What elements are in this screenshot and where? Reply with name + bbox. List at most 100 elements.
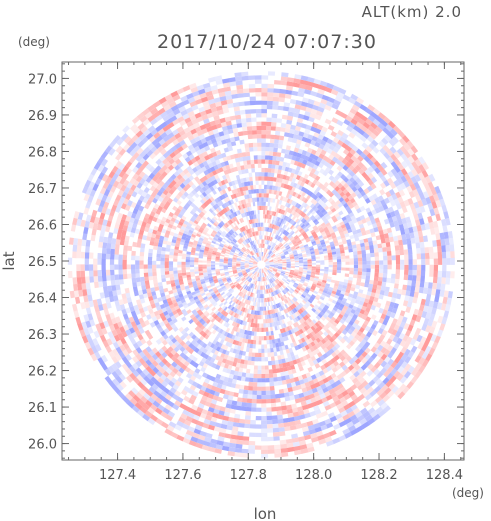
radar-cell	[296, 276, 302, 280]
radar-cell	[262, 256, 264, 261]
radar-cell	[244, 239, 248, 244]
radar-cell	[336, 235, 342, 241]
radar-cell	[207, 346, 213, 353]
radar-cell	[245, 258, 250, 261]
radar-cell	[295, 224, 300, 229]
radar-cell	[251, 256, 255, 260]
radar-cell	[246, 238, 250, 243]
radar-cell	[246, 257, 250, 260]
radar-cell	[323, 273, 328, 277]
radar-cell	[289, 253, 294, 256]
radar-cell	[311, 307, 317, 313]
radar-cell	[244, 265, 249, 266]
radar-cell	[191, 309, 197, 315]
radar-cell	[378, 277, 383, 282]
radar-cell	[387, 260, 392, 265]
radar-cell	[301, 231, 306, 235]
radar-cell	[256, 390, 262, 396]
radar-cell	[268, 189, 272, 194]
radar-cell	[265, 261, 270, 264]
radar-cell	[217, 277, 222, 281]
radar-cell	[232, 270, 238, 273]
radar-cell	[261, 247, 262, 252]
radar-cell	[246, 270, 251, 274]
radar-cell	[319, 228, 325, 234]
radar-cell	[309, 208, 314, 214]
radar-cell	[255, 253, 258, 258]
radar-cell	[198, 268, 203, 272]
radar-cell	[181, 215, 187, 221]
radar-cell	[253, 249, 256, 254]
radar-cell	[221, 208, 227, 214]
radar-cell	[264, 298, 267, 303]
radar-cell	[245, 267, 250, 270]
radar-cell	[207, 193, 212, 199]
radar-cell	[254, 310, 257, 315]
radar-cell	[195, 300, 201, 305]
radar-cell	[275, 272, 280, 276]
radar-cell	[347, 296, 353, 301]
radar-cell	[288, 275, 293, 279]
radar-cell	[267, 255, 271, 259]
radar-cell	[207, 271, 212, 275]
radar-cell	[258, 256, 261, 261]
radar-cell	[285, 287, 290, 291]
radar-cell	[262, 252, 264, 257]
radar-cell	[161, 278, 167, 283]
radar-cell	[408, 259, 413, 265]
radar-cell	[246, 202, 250, 208]
radar-cell	[264, 184, 268, 190]
radar-cell	[252, 270, 256, 274]
radar-cell	[282, 234, 286, 239]
radar-cell	[268, 335, 272, 340]
radar-cell	[356, 281, 361, 286]
radar-cell	[336, 259, 342, 263]
radar-cell	[235, 161, 241, 167]
radar-cell	[395, 255, 401, 261]
radar-cell	[345, 289, 351, 294]
radar-cell	[270, 223, 273, 229]
radar-cell	[229, 338, 234, 344]
radar-cell	[293, 254, 299, 257]
radar-cell	[284, 274, 289, 278]
radar-cell	[271, 254, 276, 258]
radar-cell	[270, 134, 276, 140]
radar-cell	[175, 284, 181, 289]
radar-cell	[253, 263, 258, 265]
radar-cell	[251, 168, 255, 173]
radar-cell	[261, 416, 267, 421]
radar-cell	[233, 272, 238, 275]
radar-cell	[273, 300, 276, 305]
radar-cell	[244, 194, 248, 200]
radar-cell	[277, 288, 282, 293]
radar-cell	[242, 272, 247, 276]
radar-cell	[210, 262, 216, 265]
radar-cell	[266, 254, 270, 258]
radar-cell	[267, 306, 270, 311]
radar-cell	[276, 312, 281, 317]
radar-cell	[254, 267, 258, 270]
radar-cell	[281, 229, 285, 234]
radar-cell	[227, 186, 232, 192]
radar-cell	[269, 214, 272, 220]
radar-cell	[276, 152, 282, 157]
radar-cell	[257, 201, 260, 206]
radar-cell	[239, 328, 243, 334]
radar-cell	[227, 246, 232, 250]
radar-cell	[275, 308, 279, 313]
radar-cell	[323, 271, 329, 275]
radar-cell	[187, 281, 193, 286]
radar-cell	[267, 255, 271, 259]
radar-cell	[168, 264, 174, 268]
radar-cell	[320, 294, 326, 299]
radar-cell	[261, 252, 263, 257]
radar-cell	[334, 294, 340, 299]
radar-cell	[195, 289, 200, 294]
radar-cell	[261, 348, 265, 353]
radar-cell	[184, 285, 190, 290]
radar-cell	[276, 271, 281, 274]
radar-cell	[269, 381, 275, 387]
radar-cell	[292, 276, 297, 279]
radar-cell	[203, 272, 208, 275]
radar-cell	[272, 270, 277, 273]
